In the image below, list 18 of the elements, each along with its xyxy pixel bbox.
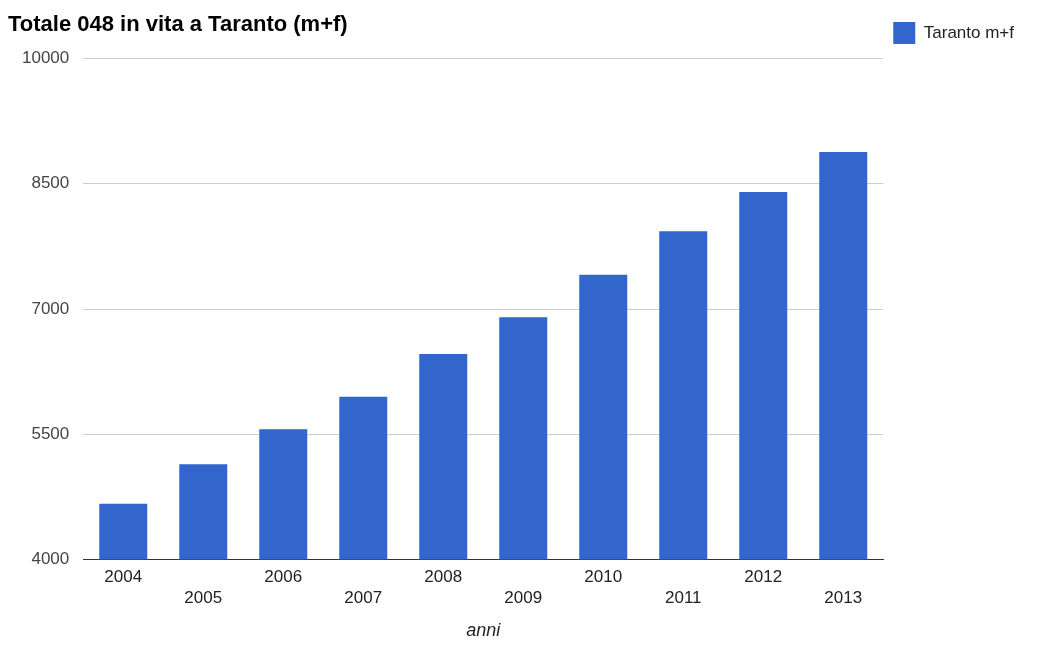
x-tick-label: 2010 [584, 567, 623, 587]
x-tick-label: 2013 [824, 587, 863, 607]
y-tick-label: 4000 [31, 549, 70, 569]
y-tick-label: 7000 [31, 298, 70, 318]
x-tick-label: 2006 [264, 567, 303, 587]
x-tick-label: 2009 [504, 587, 543, 607]
y-tick-label: 8500 [31, 173, 70, 193]
x-tick-label: 2004 [104, 567, 143, 587]
y-tick-label: 10000 [21, 48, 70, 68]
x-tick-label: 2008 [424, 567, 463, 587]
legend-label: Taranto m+f [923, 22, 1015, 42]
x-tick-label: 2005 [184, 587, 223, 607]
x-tick-label: 2012 [744, 567, 783, 587]
x-axis-title: anni [466, 620, 502, 641]
x-tick-label: 2011 [664, 587, 702, 607]
x-tick-label: 2007 [344, 587, 383, 607]
chart-title: Totale 048 in vita a Taranto (m+f) [8, 11, 348, 37]
y-tick-label: 5500 [31, 423, 70, 443]
